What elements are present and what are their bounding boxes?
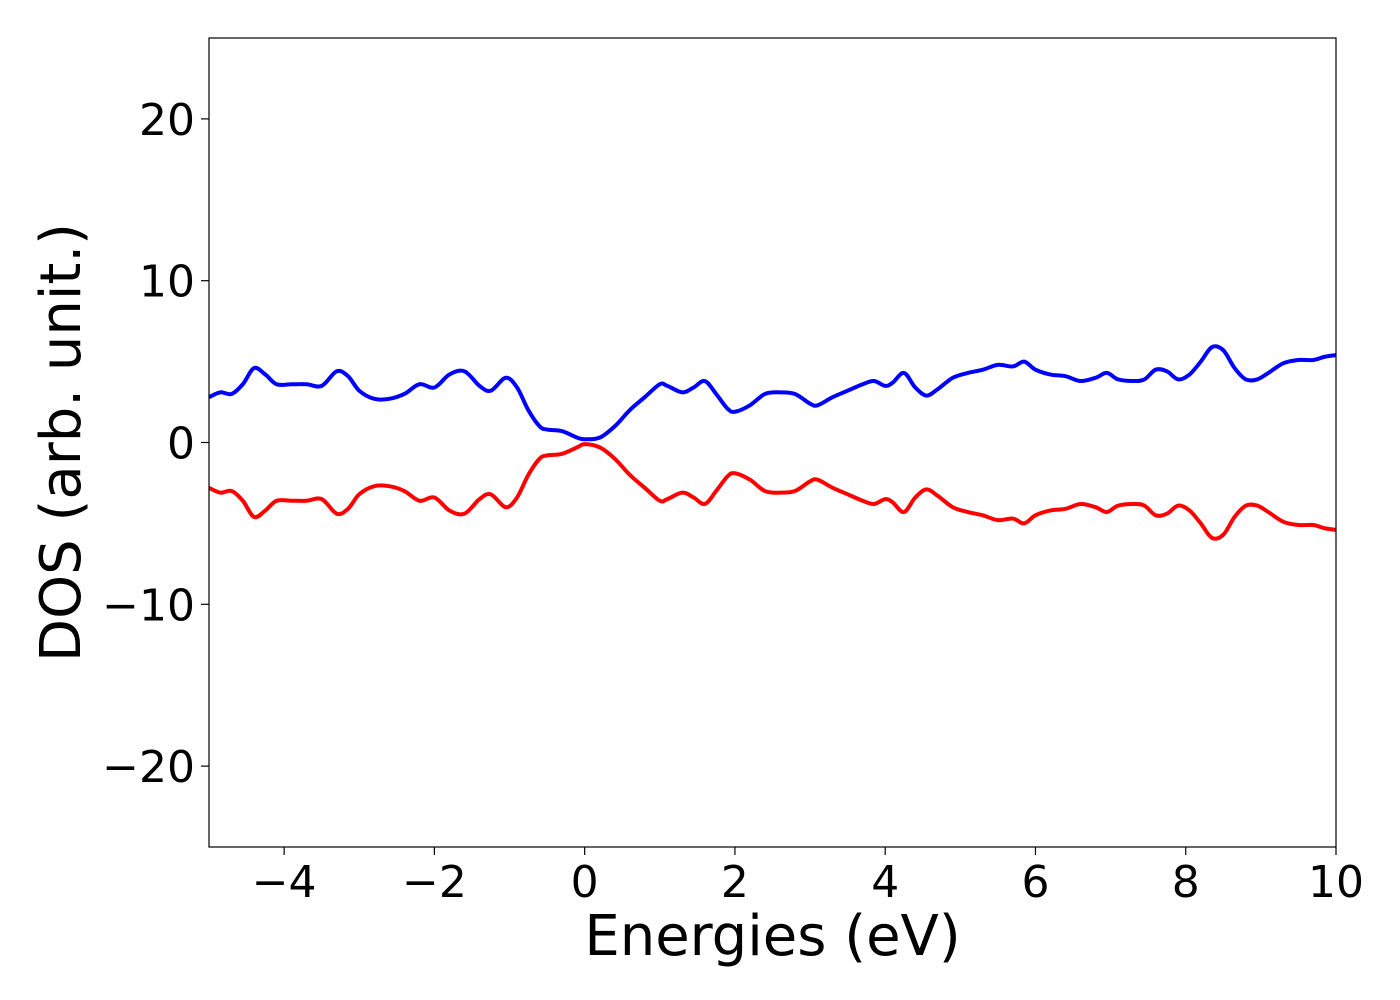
x-tick-label: 8 [1172, 857, 1200, 908]
dos-series-negative [208, 442, 1337, 541]
series-layer [208, 344, 1337, 541]
x-tick-label: −4 [252, 857, 317, 908]
y-tick-label: 0 [167, 419, 195, 470]
x-axis-label: Energies (eV) [584, 904, 960, 969]
y-tick-label: −10 [102, 580, 195, 631]
plot-frame [208, 37, 1337, 848]
y-tick-label: 20 [139, 95, 195, 146]
y-axis-ticks: −20 −10 0 10 20 [102, 95, 209, 793]
x-tick-label: 2 [721, 857, 749, 908]
x-tick-label: −2 [402, 857, 467, 908]
x-tick-label: 10 [1308, 857, 1364, 908]
x-tick-label: 6 [1021, 857, 1049, 908]
y-tick-label: 10 [139, 257, 195, 308]
y-tick-label: −20 [102, 742, 195, 793]
x-tick-label: 4 [871, 857, 899, 908]
x-tick-label: 0 [571, 857, 599, 908]
dos-series-positive [208, 344, 1337, 442]
y-axis-label: DOS (arb. unit.) [29, 223, 94, 662]
x-axis-ticks: −4 −2 0 2 4 6 8 10 [252, 847, 1364, 908]
